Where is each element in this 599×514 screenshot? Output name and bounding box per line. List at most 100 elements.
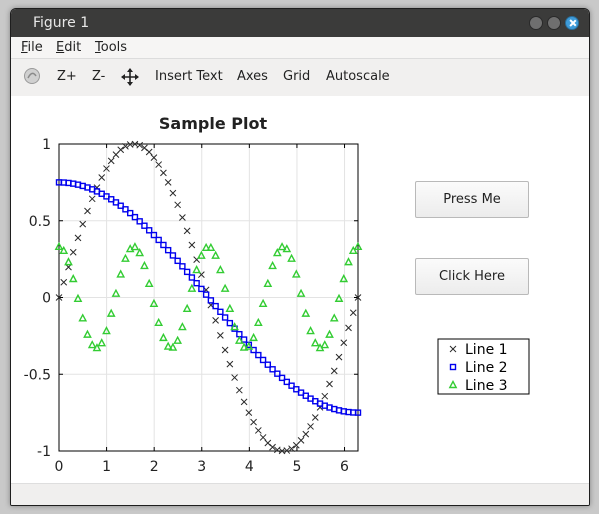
series3-point bbox=[154, 317, 164, 327]
series1-point bbox=[60, 278, 68, 286]
maximize-button[interactable] bbox=[547, 16, 561, 30]
grid-button[interactable]: Grid bbox=[283, 69, 311, 84]
series3-point bbox=[344, 257, 353, 266]
series1-point bbox=[107, 157, 115, 165]
legend-marker-line1 bbox=[449, 345, 457, 353]
series1-point bbox=[288, 445, 295, 453]
series1-point bbox=[79, 220, 87, 228]
series2-point bbox=[174, 257, 181, 265]
series1-point bbox=[74, 234, 82, 242]
zoom-in-button[interactable]: Z+ bbox=[57, 69, 77, 84]
series2-point bbox=[160, 241, 167, 249]
series3-point bbox=[121, 253, 130, 262]
series1-point bbox=[245, 409, 253, 416]
series3-point bbox=[83, 329, 92, 338]
series3-point bbox=[329, 313, 339, 322]
series2-point bbox=[179, 263, 186, 270]
figure-canvas: 0 1 2 3 4 5 6 1 0.5 0 -0.5 -1 Sample Plot Line 1 Li… bbox=[11, 96, 589, 483]
series1-point bbox=[302, 430, 310, 438]
x-tick-label: 3 bbox=[197, 459, 206, 475]
series2-point bbox=[283, 378, 291, 386]
octave-logo-icon[interactable] bbox=[23, 67, 41, 89]
series3-point bbox=[296, 288, 306, 297]
series3-point bbox=[173, 335, 183, 344]
menu-tools[interactable]: Tools bbox=[95, 40, 128, 55]
series1-point bbox=[169, 189, 177, 197]
series1-point bbox=[136, 141, 144, 149]
plot-title: Sample Plot bbox=[159, 114, 268, 133]
series3-point bbox=[277, 242, 287, 251]
series1-point bbox=[254, 427, 262, 434]
legend-marker-line2 bbox=[449, 363, 457, 371]
series1-point bbox=[321, 392, 329, 400]
series2-point bbox=[136, 218, 143, 225]
menu-file[interactable]: File bbox=[21, 40, 43, 55]
plot-svg[interactable]: 0 1 2 3 4 5 6 1 0.5 0 -0.5 -1 Sample Plot Line 1 Li… bbox=[11, 96, 589, 483]
series3-point bbox=[68, 274, 78, 283]
x-tick-label: 6 bbox=[340, 459, 349, 475]
series2-point bbox=[226, 319, 234, 327]
series3-point bbox=[287, 253, 296, 262]
series3-point bbox=[159, 332, 168, 342]
series1-point bbox=[330, 367, 338, 375]
zoom-out-button[interactable]: Z- bbox=[92, 69, 106, 84]
series2-point bbox=[131, 213, 139, 221]
series3-point bbox=[59, 245, 69, 255]
series1-point bbox=[103, 165, 110, 172]
series2-point bbox=[207, 297, 215, 304]
legend-label-line2: Line 2 bbox=[465, 360, 508, 376]
axes-button[interactable]: Axes bbox=[237, 69, 268, 84]
close-button[interactable] bbox=[565, 16, 579, 30]
series2-point bbox=[193, 279, 200, 287]
series2-point bbox=[288, 382, 295, 389]
series2-point bbox=[240, 336, 248, 343]
series2-point bbox=[202, 291, 210, 298]
series3-point bbox=[102, 326, 111, 335]
series3-point bbox=[220, 283, 230, 292]
minimize-button[interactable] bbox=[529, 16, 543, 30]
series3-point bbox=[116, 269, 126, 278]
series3-point bbox=[92, 343, 102, 352]
series3-point bbox=[230, 322, 239, 331]
series3-point bbox=[272, 248, 282, 257]
series2-point bbox=[122, 206, 129, 213]
series3-point bbox=[239, 342, 249, 351]
series3-point bbox=[197, 250, 206, 259]
series2-point bbox=[264, 361, 272, 368]
series1-point bbox=[160, 169, 167, 177]
series1-point bbox=[297, 437, 305, 444]
y-tick-label: -1 bbox=[37, 444, 51, 460]
series3-point bbox=[54, 241, 64, 251]
series3-point bbox=[111, 288, 121, 297]
series1-point bbox=[145, 148, 153, 156]
press-me-button[interactable]: Press Me bbox=[415, 181, 529, 218]
x-tick-label: 1 bbox=[102, 459, 111, 475]
series3-point bbox=[206, 242, 216, 252]
click-here-button[interactable]: Click Here bbox=[415, 258, 529, 295]
pan-move-icon[interactable] bbox=[121, 68, 139, 90]
legend-marker-line3 bbox=[448, 380, 458, 389]
series2-point bbox=[188, 274, 196, 281]
legend-label-line3: Line 3 bbox=[465, 378, 508, 394]
series1-point bbox=[349, 309, 357, 317]
series3-point bbox=[353, 241, 363, 251]
series3-point bbox=[163, 341, 173, 350]
insert-text-button[interactable]: Insert Text bbox=[155, 69, 223, 84]
series1-point bbox=[283, 447, 291, 454]
series2-point bbox=[269, 366, 276, 373]
series3-point bbox=[135, 248, 145, 257]
series3-point bbox=[320, 340, 330, 349]
series2-point bbox=[293, 386, 300, 393]
menu-edit[interactable]: Edit bbox=[56, 40, 82, 55]
series2-point bbox=[169, 252, 177, 259]
series3-point bbox=[244, 341, 254, 350]
y-tick-label: 0.5 bbox=[29, 214, 51, 230]
series1-point bbox=[84, 207, 91, 215]
y-tick-label: 0 bbox=[42, 291, 51, 307]
series2-point bbox=[155, 236, 162, 244]
series1-point bbox=[117, 146, 125, 154]
series1-point bbox=[212, 317, 219, 324]
autoscale-button[interactable]: Autoscale bbox=[326, 69, 390, 84]
menu-bar: File Edit Tools bbox=[11, 37, 589, 58]
series1-point bbox=[326, 380, 333, 388]
